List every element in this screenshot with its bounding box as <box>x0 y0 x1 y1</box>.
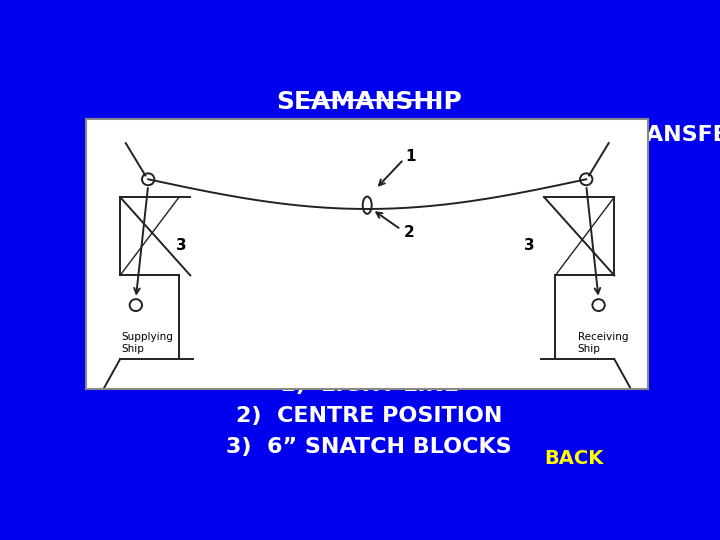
Text: 1: 1 <box>405 149 416 164</box>
Text: 2)  CENTRE POSITION: 2) CENTRE POSITION <box>236 406 502 426</box>
Text: 3: 3 <box>176 238 187 253</box>
Text: SEAMANSHIP: SEAMANSHIP <box>276 90 462 114</box>
Text: Supplying
Ship: Supplying Ship <box>121 332 173 354</box>
Text: Receiving
Ship: Receiving Ship <box>578 332 629 354</box>
Text: BACK: BACK <box>544 449 603 468</box>
Text: THE COMPONENTS OF THE LIGHT LINE TRANSFER: THE COMPONENTS OF THE LIGHT LINE TRANSFE… <box>129 125 720 145</box>
Text: 3)  6” SNATCH BLOCKS: 3) 6” SNATCH BLOCKS <box>226 437 512 457</box>
Text: 1)  LIGHT LINE: 1) LIGHT LINE <box>279 375 459 395</box>
Text: 2: 2 <box>404 225 415 240</box>
Text: 3: 3 <box>524 238 535 253</box>
